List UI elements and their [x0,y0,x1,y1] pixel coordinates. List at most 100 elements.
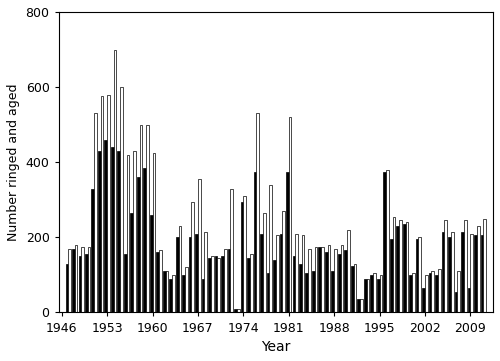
Bar [325,252,328,313]
Bar [85,254,87,313]
Bar [172,275,174,313]
Bar [176,237,178,313]
Bar [204,232,207,313]
Bar [146,125,149,313]
Bar [66,264,68,313]
Bar [412,273,414,313]
Bar [358,299,360,313]
Bar [170,279,172,313]
Bar [351,265,354,313]
Bar [386,170,389,313]
Bar [221,256,224,313]
Bar [438,269,440,313]
Bar [364,279,366,313]
Bar [468,288,470,313]
Bar [334,249,337,313]
Bar [428,273,432,313]
Bar [442,232,444,313]
Bar [366,279,370,313]
Bar [435,275,438,313]
Bar [321,247,324,313]
Bar [302,235,304,313]
Bar [396,226,399,313]
Bar [295,234,298,313]
Bar [100,96,103,313]
Bar [448,237,451,313]
Bar [318,247,321,313]
Bar [314,247,318,313]
Bar [399,221,402,313]
Bar [224,249,226,313]
Bar [282,211,285,313]
Bar [306,273,308,313]
Bar [140,125,142,313]
Bar [416,239,418,313]
Bar [360,299,363,313]
Bar [286,171,289,313]
Bar [163,271,166,313]
Bar [477,226,480,313]
Bar [458,271,460,313]
Bar [344,251,347,313]
Bar [256,113,259,313]
Bar [202,279,204,313]
Bar [451,232,454,313]
Bar [72,249,74,313]
Bar [107,95,110,313]
Bar [92,188,94,313]
Bar [78,256,81,313]
Bar [392,217,396,313]
Bar [484,218,486,313]
Bar [74,245,78,313]
Bar [118,151,120,313]
Bar [185,268,188,313]
Bar [418,237,421,313]
Bar [137,177,140,313]
Bar [144,168,146,313]
Bar [211,256,214,313]
Bar [130,213,133,313]
Bar [104,140,107,313]
Bar [195,234,198,313]
Bar [373,273,376,313]
Bar [88,247,90,313]
X-axis label: Year: Year [261,340,290,354]
Bar [299,264,302,313]
Bar [228,249,230,313]
Bar [390,239,392,313]
Bar [124,254,126,313]
Bar [266,273,270,313]
Bar [480,235,484,313]
Bar [189,237,192,313]
Bar [444,221,447,313]
Bar [240,202,244,313]
Bar [384,171,386,313]
Bar [120,87,123,313]
Bar [461,232,464,313]
Bar [94,113,97,313]
Bar [292,256,295,313]
Bar [276,235,278,313]
Bar [98,151,100,313]
Bar [377,279,380,313]
Bar [166,271,168,313]
Bar [150,215,152,313]
Bar [254,171,256,313]
Bar [126,155,130,313]
Bar [422,288,425,313]
Bar [198,179,200,313]
Bar [308,249,311,313]
Bar [192,202,194,313]
Bar [114,49,116,313]
Bar [470,234,473,313]
Bar [182,275,185,313]
Bar [406,222,408,313]
Bar [432,271,434,313]
Bar [312,271,314,313]
Bar [152,153,156,313]
Bar [133,151,136,313]
Bar [474,235,477,313]
Bar [410,275,412,313]
Bar [208,258,211,313]
Bar [234,309,237,313]
